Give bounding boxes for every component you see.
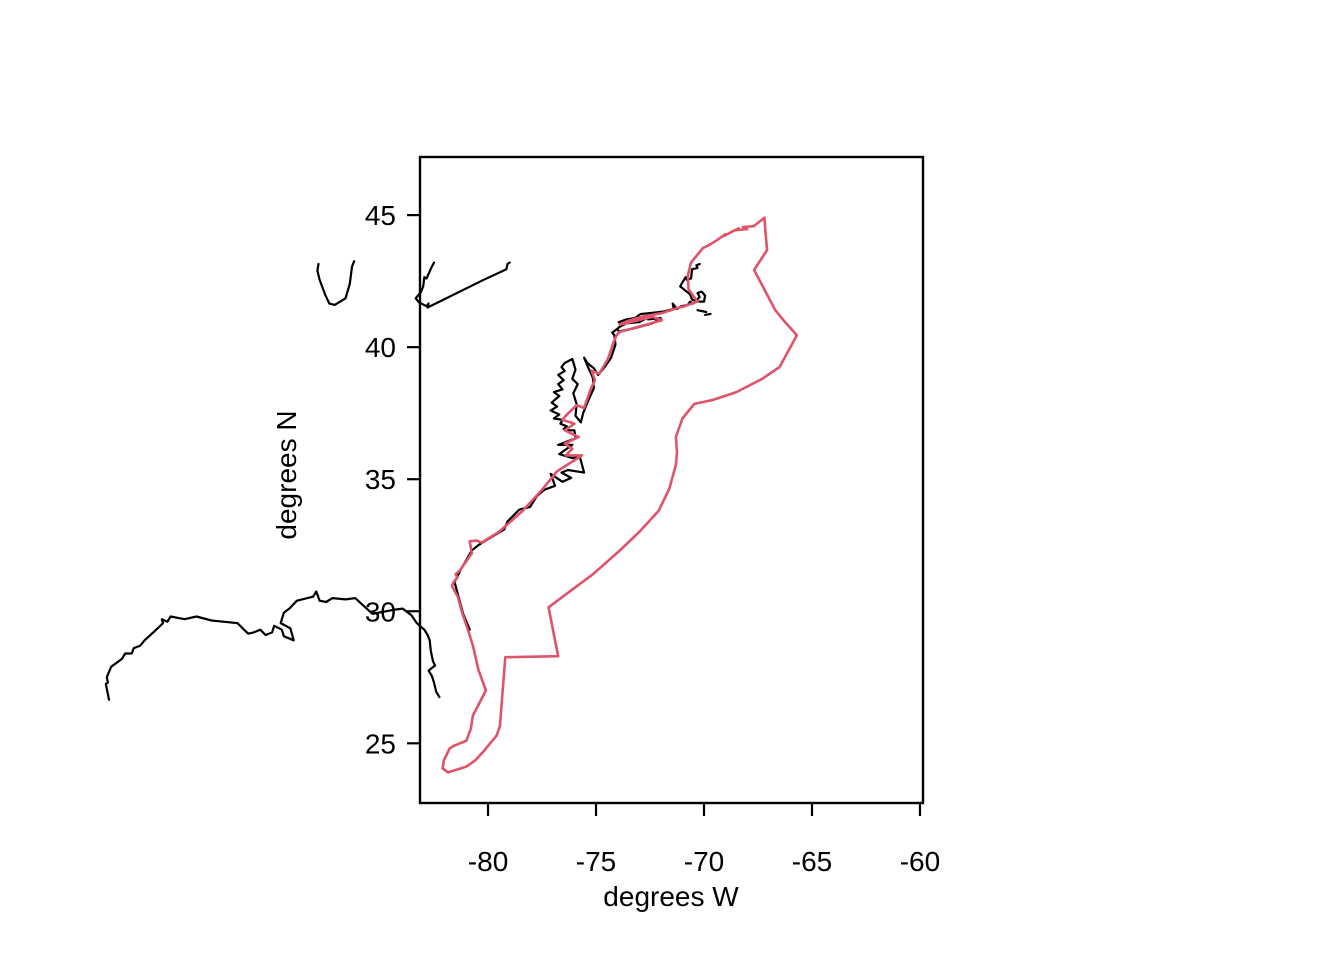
x-tick-label: -80 (468, 846, 508, 877)
x-tick-label: -70 (684, 846, 724, 877)
us-coastline-path (453, 262, 707, 631)
y-tick-label: 35 (365, 464, 396, 495)
us-coastline-path (703, 312, 712, 316)
x-axis-title: degrees W (603, 881, 739, 912)
y-tick-label: 25 (365, 728, 396, 759)
us-coastline-path (414, 261, 511, 309)
x-tick-label: -60 (900, 846, 940, 877)
region-boundary-path (441, 216, 799, 774)
y-tick-label: 45 (365, 200, 396, 231)
y-tick-label: 30 (365, 596, 396, 627)
us-coastline-path (316, 260, 356, 306)
x-tick-label: -65 (792, 846, 832, 877)
us-coastline-path (104, 590, 441, 701)
x-tick-label: -75 (576, 846, 616, 877)
y-tick-label: 40 (365, 332, 396, 363)
y-axis-title: degrees N (271, 410, 302, 540)
us-coastline-path (696, 309, 708, 314)
